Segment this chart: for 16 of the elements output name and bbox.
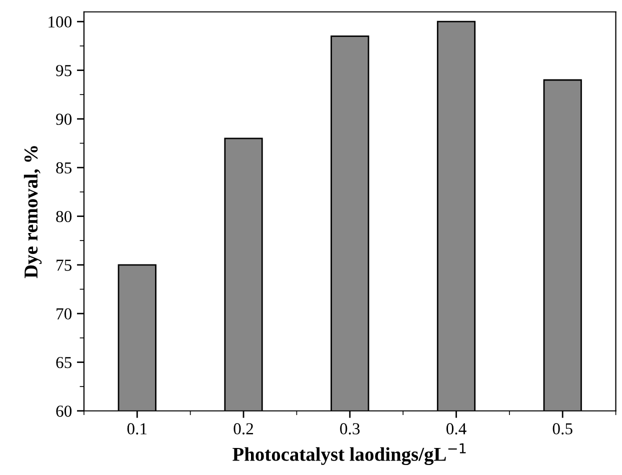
y-tick-label: 80 [56, 210, 72, 222]
y-axis-title: Dye removal, % [24, 146, 42, 278]
y-tick-label: 100 [48, 16, 72, 28]
y-tick-label: 60 [56, 406, 72, 417]
x-tick-label: 0.2 [234, 423, 254, 434]
y-tick-label: 95 [56, 65, 72, 76]
y-tick-label: 75 [56, 260, 72, 271]
x-tick-label: 0.4 [446, 423, 466, 434]
y-tick-label: 85 [56, 162, 72, 174]
x-tick-label: 0.1 [127, 423, 147, 434]
x-tick-label: 0.5 [552, 423, 572, 434]
x-axis-title: Photocatalyst laodings/gL$^{−1}$ [232, 443, 466, 466]
y-tick-label: 70 [56, 308, 72, 320]
y-tick-label: 65 [56, 356, 72, 368]
x-tick-label: 0.3 [340, 423, 360, 434]
y-tick-label: 90 [56, 114, 72, 125]
